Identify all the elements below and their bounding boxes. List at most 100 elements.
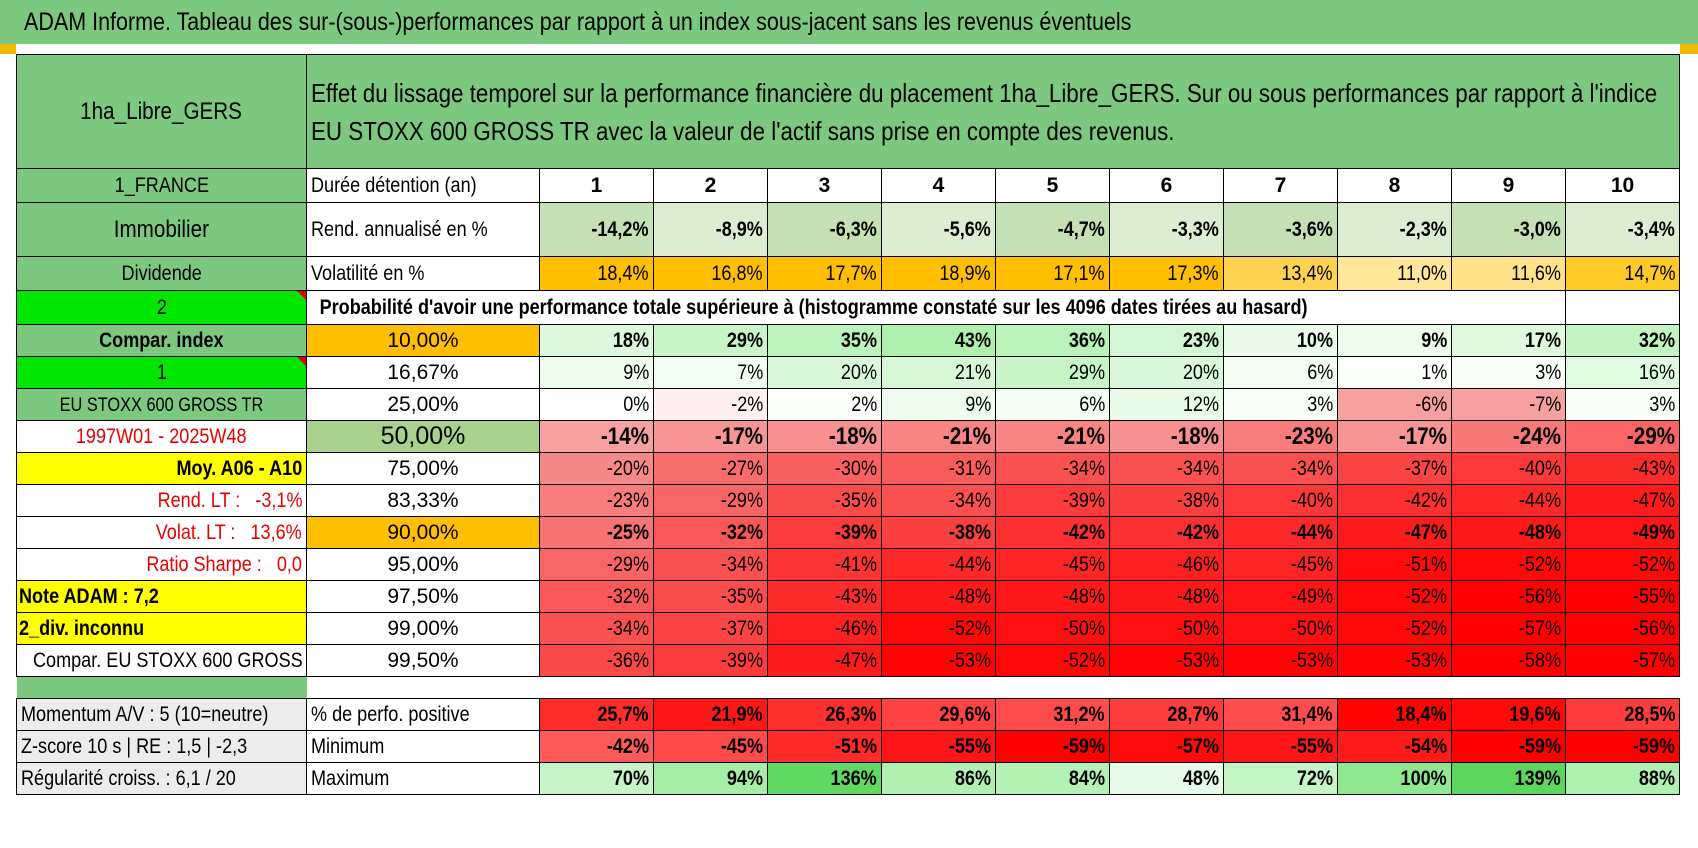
quantile-cell: -32% — [539, 580, 654, 613]
quantile-cell: 29% — [995, 356, 1110, 389]
regularite: Régularité croiss. : 6,1 / 20 — [16, 762, 307, 795]
quantile-cell: -46% — [1109, 548, 1224, 581]
quantile-cell: -17% — [653, 420, 768, 453]
quantile-cell: -31% — [881, 452, 996, 485]
quantile-cell: -37% — [653, 612, 768, 645]
quantile-cell: -53% — [1337, 644, 1452, 677]
quantile-cell: -18% — [1109, 420, 1224, 453]
quantile-cell: -55% — [1564, 580, 1681, 613]
quantile-cell: 43% — [881, 324, 996, 357]
stat-cell: -59% — [1564, 730, 1681, 763]
vol-cell: 13,4% — [1223, 256, 1338, 291]
momentum: Momentum A/V : 5 (10=neutre) — [16, 698, 307, 731]
quantile-cell: -23% — [539, 484, 654, 517]
left-edge-marker — [0, 44, 16, 54]
stat-cell: -54% — [1337, 730, 1452, 763]
quantile-cell: -40% — [1223, 484, 1338, 517]
div-status: 2_div. inconnu — [16, 612, 307, 645]
stat-cell: -45% — [653, 730, 768, 763]
quantile-cell: -39% — [767, 516, 882, 549]
quantile-cell: -34% — [539, 612, 654, 645]
quantile-cell: -37% — [1337, 452, 1452, 485]
quantile-label: 75,00% — [306, 452, 540, 485]
index-name: EU STOXX 600 GROSS TR — [16, 388, 307, 421]
quantile-cell: -29% — [539, 548, 654, 581]
quantile-cell: -48% — [881, 580, 996, 613]
stat-cell: -51% — [767, 730, 882, 763]
stat-cell: 86% — [881, 762, 996, 795]
stat-cell: 25,7% — [539, 698, 654, 731]
stat-cell: 139% — [1451, 762, 1566, 795]
rend-cell: -3,0% — [1451, 202, 1566, 257]
quantile-cell: 29% — [653, 324, 768, 357]
selector-a[interactable]: 2 — [16, 290, 307, 325]
quantile-cell: -47% — [767, 644, 882, 677]
quantile-cell: -34% — [1109, 452, 1224, 485]
stat-cell: 88% — [1564, 762, 1681, 795]
vol-cell: 17,3% — [1109, 256, 1224, 291]
quantile-cell: -52% — [995, 644, 1110, 677]
stat-cell: 94% — [653, 762, 768, 795]
volat-lt: Volat. LT : 13,6% — [16, 516, 307, 549]
quantile-cell: -23% — [1223, 420, 1338, 453]
quantile-cell: 7% — [653, 356, 768, 389]
stat-cell: 28,7% — [1109, 698, 1224, 731]
performance-table: 1ha_Libre_GERS Effet du lissage temporel… — [16, 54, 1681, 795]
header-description: Effet du lissage temporel sur la perform… — [305, 54, 1681, 169]
stat-cell: 48% — [1109, 762, 1224, 795]
stat-cell: 70% — [539, 762, 654, 795]
quantile-cell: -38% — [1109, 484, 1224, 517]
rend-cell: -5,6% — [881, 202, 996, 257]
selector-b[interactable]: 1 — [16, 356, 307, 389]
quantile-cell: 16% — [1564, 356, 1681, 389]
quantile-cell: -44% — [1223, 516, 1338, 549]
quantile-cell: -51% — [1337, 548, 1452, 581]
z-score: Z-score 10 s | RE : 1,5 | -2,3 — [16, 730, 307, 763]
stat-cell: 72% — [1223, 762, 1338, 795]
category: Immobilier — [16, 202, 307, 257]
quantile-cell: -47% — [1564, 484, 1681, 517]
quantile-cell: -35% — [767, 484, 882, 517]
quantile-cell: -57% — [1451, 612, 1566, 645]
quantile-cell: 9% — [881, 388, 996, 421]
quantile-cell: -53% — [881, 644, 996, 677]
quantile-cell: -40% — [1451, 452, 1566, 485]
quantile-cell: -48% — [1451, 516, 1566, 549]
quantile-cell: -6% — [1337, 388, 1452, 421]
stat-cell: 31,4% — [1223, 698, 1338, 731]
quantile-cell: -45% — [1223, 548, 1338, 581]
stat-cell: 136% — [767, 762, 882, 795]
quantile-cell: -43% — [1564, 452, 1681, 485]
quantile-label: 90,00% — [306, 516, 540, 549]
quantile-cell: 6% — [995, 388, 1110, 421]
quantile-cell: 36% — [995, 324, 1110, 357]
quantile-cell: 10% — [1223, 324, 1338, 357]
quantile-cell: -53% — [1223, 644, 1338, 677]
rend-cell: -4,7% — [995, 202, 1110, 257]
quantile-cell: -25% — [539, 516, 654, 549]
quantile-cell: -34% — [1223, 452, 1338, 485]
stat-cell: -59% — [1451, 730, 1566, 763]
duration-header: 1 — [539, 168, 654, 203]
vol-cell: 11,6% — [1451, 256, 1566, 291]
quantile-cell: -56% — [1564, 612, 1681, 645]
probability-caption: Probabilité d'avoir une performance tota… — [306, 290, 1452, 325]
quantile-cell: -27% — [653, 452, 768, 485]
quantile-label: 10,00% — [306, 324, 540, 357]
quantile-cell: -52% — [881, 612, 996, 645]
note-adam: Note ADAM : 7,2 — [16, 580, 307, 613]
duration-label: Durée détention (an) — [306, 168, 540, 203]
quantile-cell: -24% — [1451, 420, 1566, 453]
rend-cell: -8,9% — [653, 202, 768, 257]
quantile-cell: -39% — [653, 644, 768, 677]
quantile-cell: -52% — [1337, 580, 1452, 613]
quantile-cell: -14% — [539, 420, 654, 453]
quantile-cell: -53% — [1109, 644, 1224, 677]
quantile-cell: -49% — [1223, 580, 1338, 613]
quantile-cell: -57% — [1564, 644, 1681, 677]
vol-label: Volatilité en % — [306, 256, 540, 291]
quantile-cell: 18% — [539, 324, 654, 357]
quantile-cell: 32% — [1564, 324, 1681, 357]
stat-cell: 100% — [1337, 762, 1452, 795]
stat-cell: 31,2% — [995, 698, 1110, 731]
